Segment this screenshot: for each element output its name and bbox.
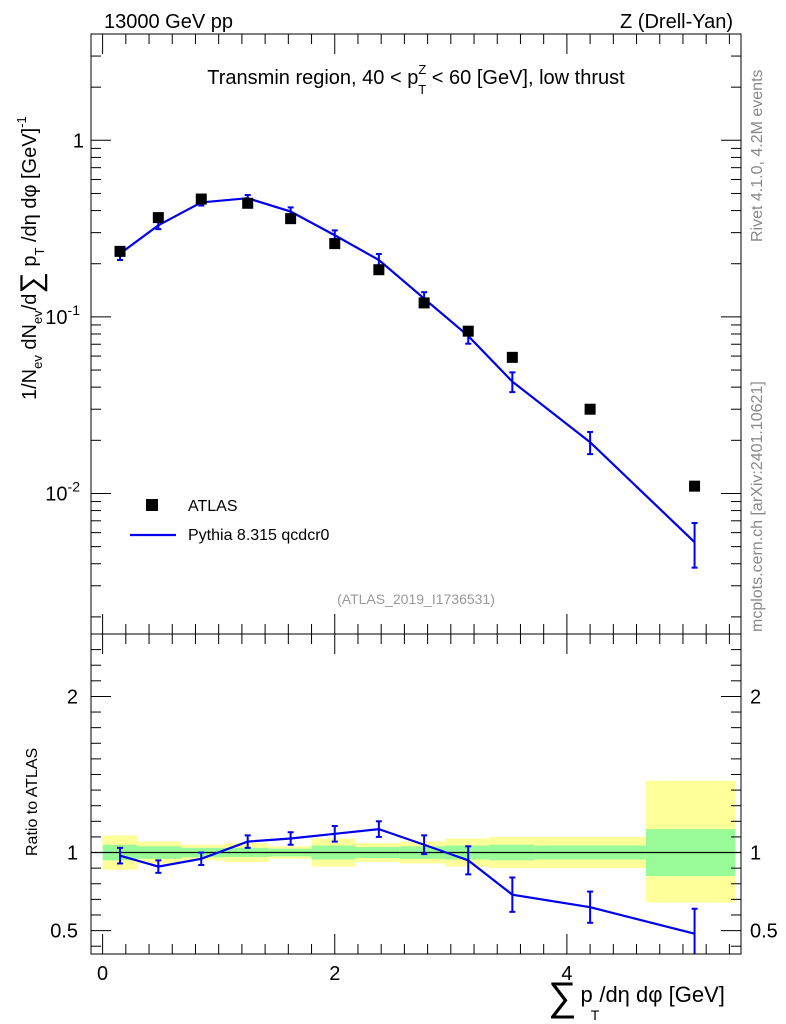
- main-frame: [90, 33, 742, 635]
- atlas-data-point: [285, 213, 297, 225]
- title-before: Transmin region, 40 < p: [207, 67, 418, 89]
- ratio-frame: [90, 633, 742, 955]
- ylabel-part-b: dN: [19, 324, 41, 355]
- ratio-xtick-label: 0: [97, 963, 108, 985]
- title-sub: T: [418, 82, 426, 97]
- legend: ATLAS Pythia 8.315 qcdcr0: [130, 498, 330, 544]
- ratio-ytick-label-left: 2: [67, 686, 78, 708]
- ylabel-sub-d: T: [32, 248, 47, 256]
- ratio-panel: 0 2 4 0.5 0.5 1 1 2 2 Ratio to ATLAS: [24, 633, 778, 985]
- ratio-ytick-label-left: 0.5: [50, 921, 78, 943]
- ratio-ytick-label-right: 2: [750, 686, 761, 708]
- ratio-ytick-label-right: 1: [750, 843, 761, 865]
- main-panel: 10-210-11 Transmin region, 40 < pZ T < 60…: [14, 33, 742, 635]
- ratio-ytick-label-left: 1: [67, 843, 78, 865]
- main-ytick-label: 10-1: [45, 302, 80, 329]
- main-data-layer: [114, 193, 701, 569]
- ratio-xtick-label: 2: [329, 963, 340, 985]
- mc-line: [119, 197, 696, 543]
- main-tick-layer: 10-2 10-1 1: [45, 33, 741, 634]
- title-after: < 60 [GeV], low thrust: [426, 67, 625, 89]
- xlabel-sub: T: [591, 1007, 600, 1023]
- atlas-data-point: [506, 351, 518, 363]
- ylabel-part-a: 1/N: [19, 369, 41, 400]
- atlas-data-point: [373, 264, 385, 276]
- atlas-data-point: [195, 193, 207, 205]
- xlabel-rest: /dη dφ [GeV]: [599, 982, 725, 1007]
- header-left: 13000 GeV pp: [104, 11, 233, 33]
- ratio-band-layer: [102, 780, 736, 903]
- ylabel-part-d: p: [19, 256, 41, 273]
- main-title: Transmin region, 40 < pZ T < 60 [GeV], lo…: [207, 62, 625, 97]
- analysis-watermark: (ATLAS_2019_I1736531): [337, 591, 495, 607]
- atlas-data-point: [418, 297, 430, 309]
- legend-atlas-label: ATLAS: [188, 498, 238, 515]
- atlas-data-point: [242, 197, 254, 209]
- ylabel-sup-e: -1: [14, 116, 29, 128]
- main-ytick-label: 10-2: [45, 478, 80, 505]
- main-ytick-label: 1: [73, 130, 84, 152]
- xlabel-p: p: [581, 982, 593, 1007]
- ylabel-part-e: /dη dφ [GeV]: [19, 128, 41, 248]
- ylabel-sub-a: ev: [30, 355, 45, 369]
- atlas-data-point: [689, 480, 701, 492]
- main-y-axis-label: 1/Nev dNev/d∑ pT /dη dφ [GeV]-1: [14, 116, 48, 400]
- xlabel-sum: ∑: [548, 975, 577, 1019]
- title-sup: Z: [418, 62, 426, 77]
- ratio-ytick-label-right: 0.5: [750, 921, 778, 943]
- atlas-data-point: [114, 245, 126, 257]
- rivet-version-text: Rivet 4.1.0, 4.2M events: [749, 69, 766, 242]
- ylabel-sub-b: ev: [30, 310, 45, 324]
- ratio-line: [119, 828, 695, 935]
- ratio-data-layer: [117, 820, 698, 954]
- atlas-data-point: [152, 212, 164, 224]
- atlas-data-point: [462, 325, 474, 337]
- ylabel-part-c: /d: [19, 294, 41, 311]
- atlas-data-point: [329, 238, 341, 250]
- mcplots-text: mcplots.cern.ch [arXiv:2401.10621]: [749, 381, 766, 632]
- x-axis-label: ∑ p T/dη dφ [GeV]: [548, 975, 725, 1023]
- ylabel-sum: ∑: [15, 272, 48, 293]
- ratio-y-axis-label: Ratio to ATLAS: [24, 748, 41, 856]
- legend-atlas-marker: [146, 499, 158, 511]
- header-right: Z (Drell-Yan): [620, 11, 733, 33]
- legend-pythia-label: Pythia 8.315 qcdcr0: [188, 527, 330, 544]
- atlas-data-point: [584, 403, 596, 415]
- ratio-xtick-label: 4: [561, 963, 572, 985]
